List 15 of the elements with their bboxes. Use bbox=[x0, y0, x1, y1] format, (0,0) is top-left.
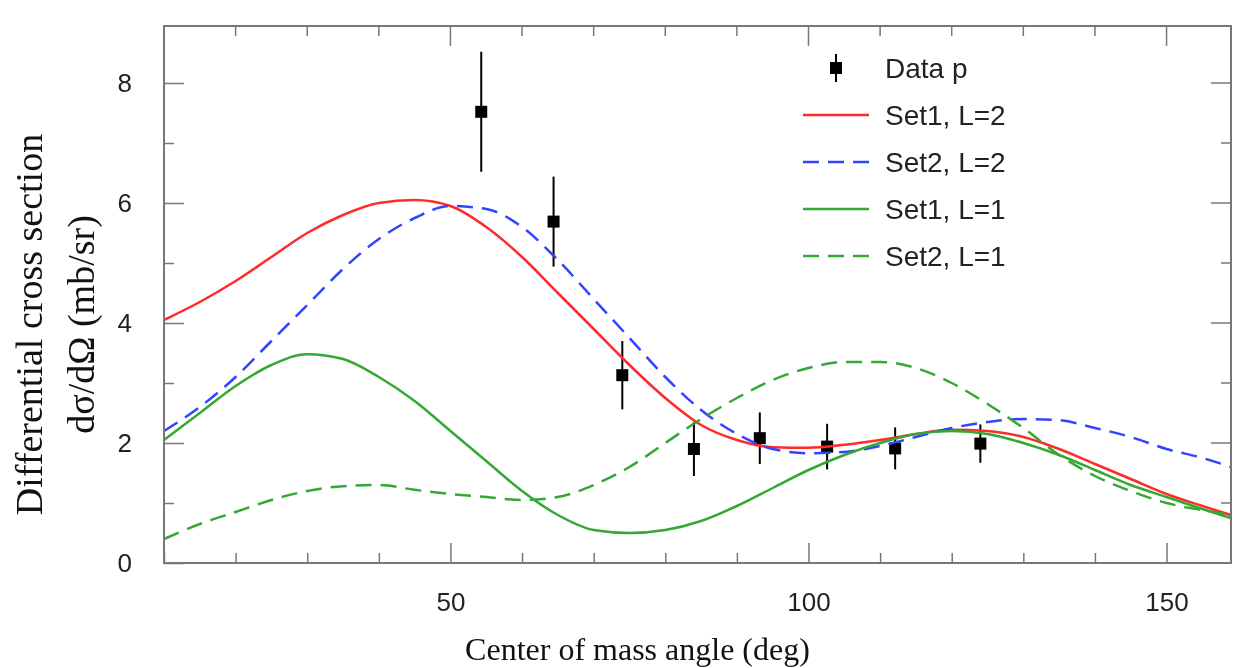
y-axis-title: Differential cross section dσ/dΩ (mb/sr) bbox=[8, 133, 103, 516]
x-tick-label: 150 bbox=[1145, 587, 1189, 618]
y-tick-label: 8 bbox=[117, 67, 132, 98]
y-tick-label: 2 bbox=[117, 427, 132, 458]
y-tick-label: 4 bbox=[117, 307, 132, 338]
legend-label: Set2, L=2 bbox=[885, 147, 1006, 178]
x-axis-title: Center of mass angle (deg) bbox=[465, 631, 810, 667]
y-tick-label: 6 bbox=[117, 187, 132, 218]
legend-label: Set2, L=1 bbox=[885, 241, 1006, 272]
y-tick-label: 0 bbox=[117, 547, 132, 578]
x-tick-label: 50 bbox=[436, 587, 466, 618]
x-tick-label: 100 bbox=[787, 587, 831, 618]
legend-label: Data p bbox=[885, 53, 968, 84]
legend-label: Set1, L=2 bbox=[885, 100, 1006, 131]
legend-label: Set1, L=1 bbox=[885, 194, 1006, 225]
